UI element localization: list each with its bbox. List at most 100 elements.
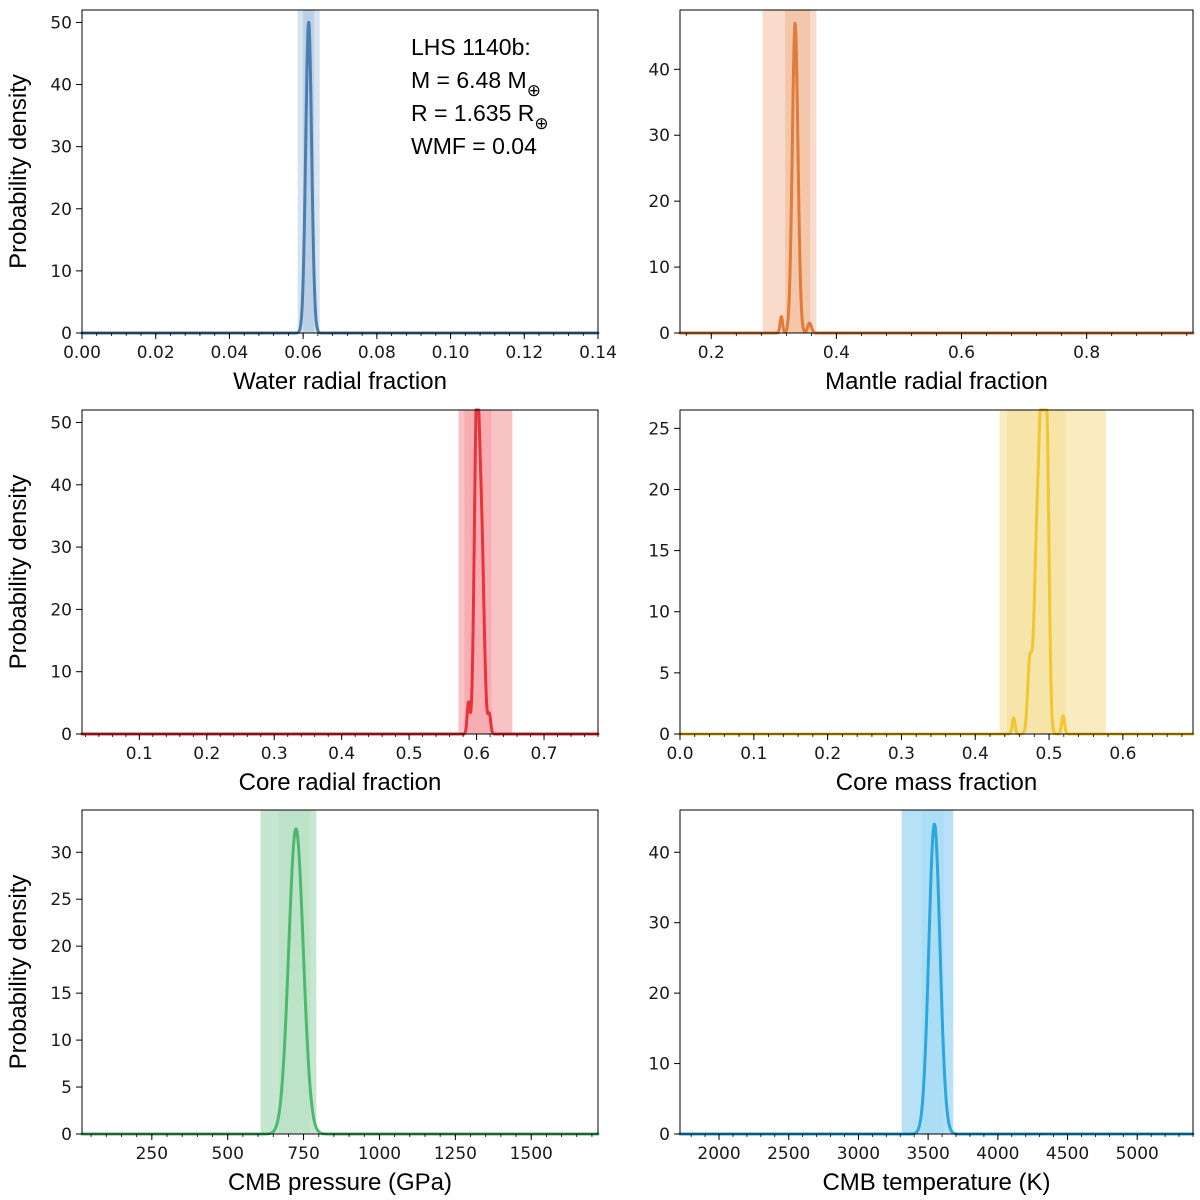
x-tick-label: 0.2 <box>193 744 220 764</box>
x-tick-label: 0.00 <box>63 343 101 363</box>
y-tick-label: 40 <box>648 843 670 863</box>
x-tick-label: 0.2 <box>814 744 841 764</box>
y-tick-label: 0 <box>61 725 72 745</box>
earth-symbol-mass: ⊕ <box>527 81 541 100</box>
y-tick-label: 10 <box>50 262 72 282</box>
y-tick-label: 30 <box>648 126 670 146</box>
y-tick-label: 10 <box>648 603 670 623</box>
x-tick-label: 1500 <box>510 1144 553 1164</box>
y-tick-label: 10 <box>648 258 670 278</box>
x-tick-label: 250 <box>136 1144 168 1164</box>
y-tick-label: 20 <box>648 984 670 1004</box>
annotation-radius: R = 1.635 R⊕ <box>411 100 549 133</box>
y-axis-label: Probability density <box>5 875 32 1070</box>
y-tick-label: 0 <box>659 324 670 344</box>
x-tick-label: 0.10 <box>432 343 470 363</box>
x-axis-label: Mantle radial fraction <box>825 368 1048 395</box>
axes-frame <box>679 409 1194 735</box>
y-tick-label: 20 <box>50 200 72 220</box>
plot-area <box>680 410 1193 734</box>
y-tick-label: 25 <box>50 890 72 910</box>
panel-cmb-temperature: 2000 2500 3000 3500 4000 4500 5000 0 10 20 30 40 CMB… <box>648 809 1195 1196</box>
y-tick-label: 30 <box>50 843 72 863</box>
x-tick-label: 0.04 <box>210 343 248 363</box>
x-axis-label: Core mass fraction <box>836 769 1037 796</box>
y-tick-label: 20 <box>50 600 72 620</box>
plot-area <box>680 10 1193 333</box>
y-tick-label: 50 <box>50 413 72 433</box>
x-axis-label: Core radial fraction <box>239 769 442 796</box>
panel-mantle-radial-fraction: 0.2 0.4 0.6 0.8 0 10 20 30 40 Mantle radial fract… <box>648 9 1195 395</box>
x-tick-label: 0.1 <box>740 744 767 764</box>
axes-frame <box>81 809 599 1135</box>
panel-cmb-pressure: 250 500 750 1000 1250 1500 0 5 10 15 20 25 30 CMB pre… <box>5 809 600 1196</box>
y-tick-label: 20 <box>648 192 670 212</box>
y-tick-label: 30 <box>50 538 72 558</box>
x-tick-label: 0.06 <box>284 343 322 363</box>
annotation-title: LHS 1140b: <box>411 34 531 60</box>
x-tick-label: 0.08 <box>358 343 396 363</box>
x-axis-label: CMB pressure (GPa) <box>228 1169 452 1196</box>
plot-area <box>82 10 598 333</box>
x-tick-label: 3500 <box>907 1144 950 1164</box>
y-tick-label: 5 <box>61 1078 72 1098</box>
y-axis-label: Probability density <box>5 475 32 670</box>
x-tick-label: 0.3 <box>261 744 288 764</box>
x-tick-label: 0.6 <box>948 343 975 363</box>
earth-symbol-radius: ⊕ <box>534 114 548 133</box>
x-tick-label: 0.4 <box>823 343 850 363</box>
y-tick-label: 40 <box>50 476 72 496</box>
x-tick-label: 2500 <box>767 1144 810 1164</box>
y-tick-label: 0 <box>659 725 670 745</box>
y-tick-label: 10 <box>648 1055 670 1075</box>
x-tick-label: 750 <box>287 1144 319 1164</box>
x-tick-label: 0.0 <box>666 744 693 764</box>
x-tick-label: 1250 <box>434 1144 477 1164</box>
x-tick-label: 0.14 <box>579 343 617 363</box>
y-tick-label: 25 <box>648 419 670 439</box>
x-tick-label: 2000 <box>697 1144 740 1164</box>
y-tick-label: 10 <box>50 1031 72 1051</box>
y-tick-label: 50 <box>50 13 72 33</box>
panel-core-radial-fraction: 0.1 0.2 0.3 0.4 0.5 0.6 0.7 0 10 20 30 40 50 Core rad… <box>5 408 600 796</box>
annotation-radius-value: R = 1.635 R <box>411 100 534 126</box>
credible-band-inner <box>303 10 315 333</box>
x-tick-label: 4500 <box>1046 1144 1089 1164</box>
panel-water-radial-fraction: 0.00 0.02 0.04 0.06 0.08 0.10 0.12 0.14 0 10 20 30 4… <box>5 9 617 395</box>
y-tick-label: 10 <box>50 663 72 683</box>
x-tick-label: 0.8 <box>1073 343 1100 363</box>
axes-frame <box>81 9 599 334</box>
x-tick-label: 0.6 <box>1109 744 1136 764</box>
x-tick-label: 0.02 <box>137 343 175 363</box>
credible-band-inner <box>464 410 492 734</box>
x-tick-label: 0.4 <box>328 744 355 764</box>
panel-core-mass-fraction: 0.0 0.1 0.2 0.3 0.4 0.5 0.6 0 5 10 15 20 25 Core mass… <box>648 408 1195 796</box>
x-tick-label: 4000 <box>976 1144 1019 1164</box>
y-tick-label: 15 <box>50 984 72 1004</box>
y-tick-label: 20 <box>648 480 670 500</box>
x-axis-label: CMB temperature (K) <box>822 1169 1050 1196</box>
annotation-wmf: WMF = 0.04 <box>411 133 537 159</box>
y-tick-label: 40 <box>50 76 72 96</box>
plot-area <box>82 410 598 734</box>
annotation-mass-value: M = 6.48 M <box>411 67 527 93</box>
y-tick-label: 0 <box>659 1125 670 1145</box>
y-tick-label: 15 <box>648 542 670 562</box>
plot-area <box>82 810 598 1134</box>
x-tick-label: 0.7 <box>531 744 558 764</box>
y-tick-label: 40 <box>648 60 670 80</box>
y-tick-label: 0 <box>61 1125 72 1145</box>
x-axis-label: Water radial fraction <box>233 368 447 395</box>
x-tick-label: 500 <box>211 1144 243 1164</box>
x-tick-label: 0.6 <box>463 744 490 764</box>
y-tick-label: 0 <box>61 324 72 344</box>
x-tick-label: 0.4 <box>962 744 989 764</box>
annotation-block: LHS 1140b: M = 6.48 M⊕ R = 1.635 R⊕ WMF … <box>411 34 549 159</box>
y-tick-label: 30 <box>50 138 72 158</box>
x-tick-label: 0.5 <box>1036 744 1063 764</box>
x-tick-label: 5000 <box>1116 1144 1159 1164</box>
axes-frame <box>679 809 1194 1135</box>
x-tick-label: 0.2 <box>698 343 725 363</box>
y-tick-label: 20 <box>50 937 72 957</box>
